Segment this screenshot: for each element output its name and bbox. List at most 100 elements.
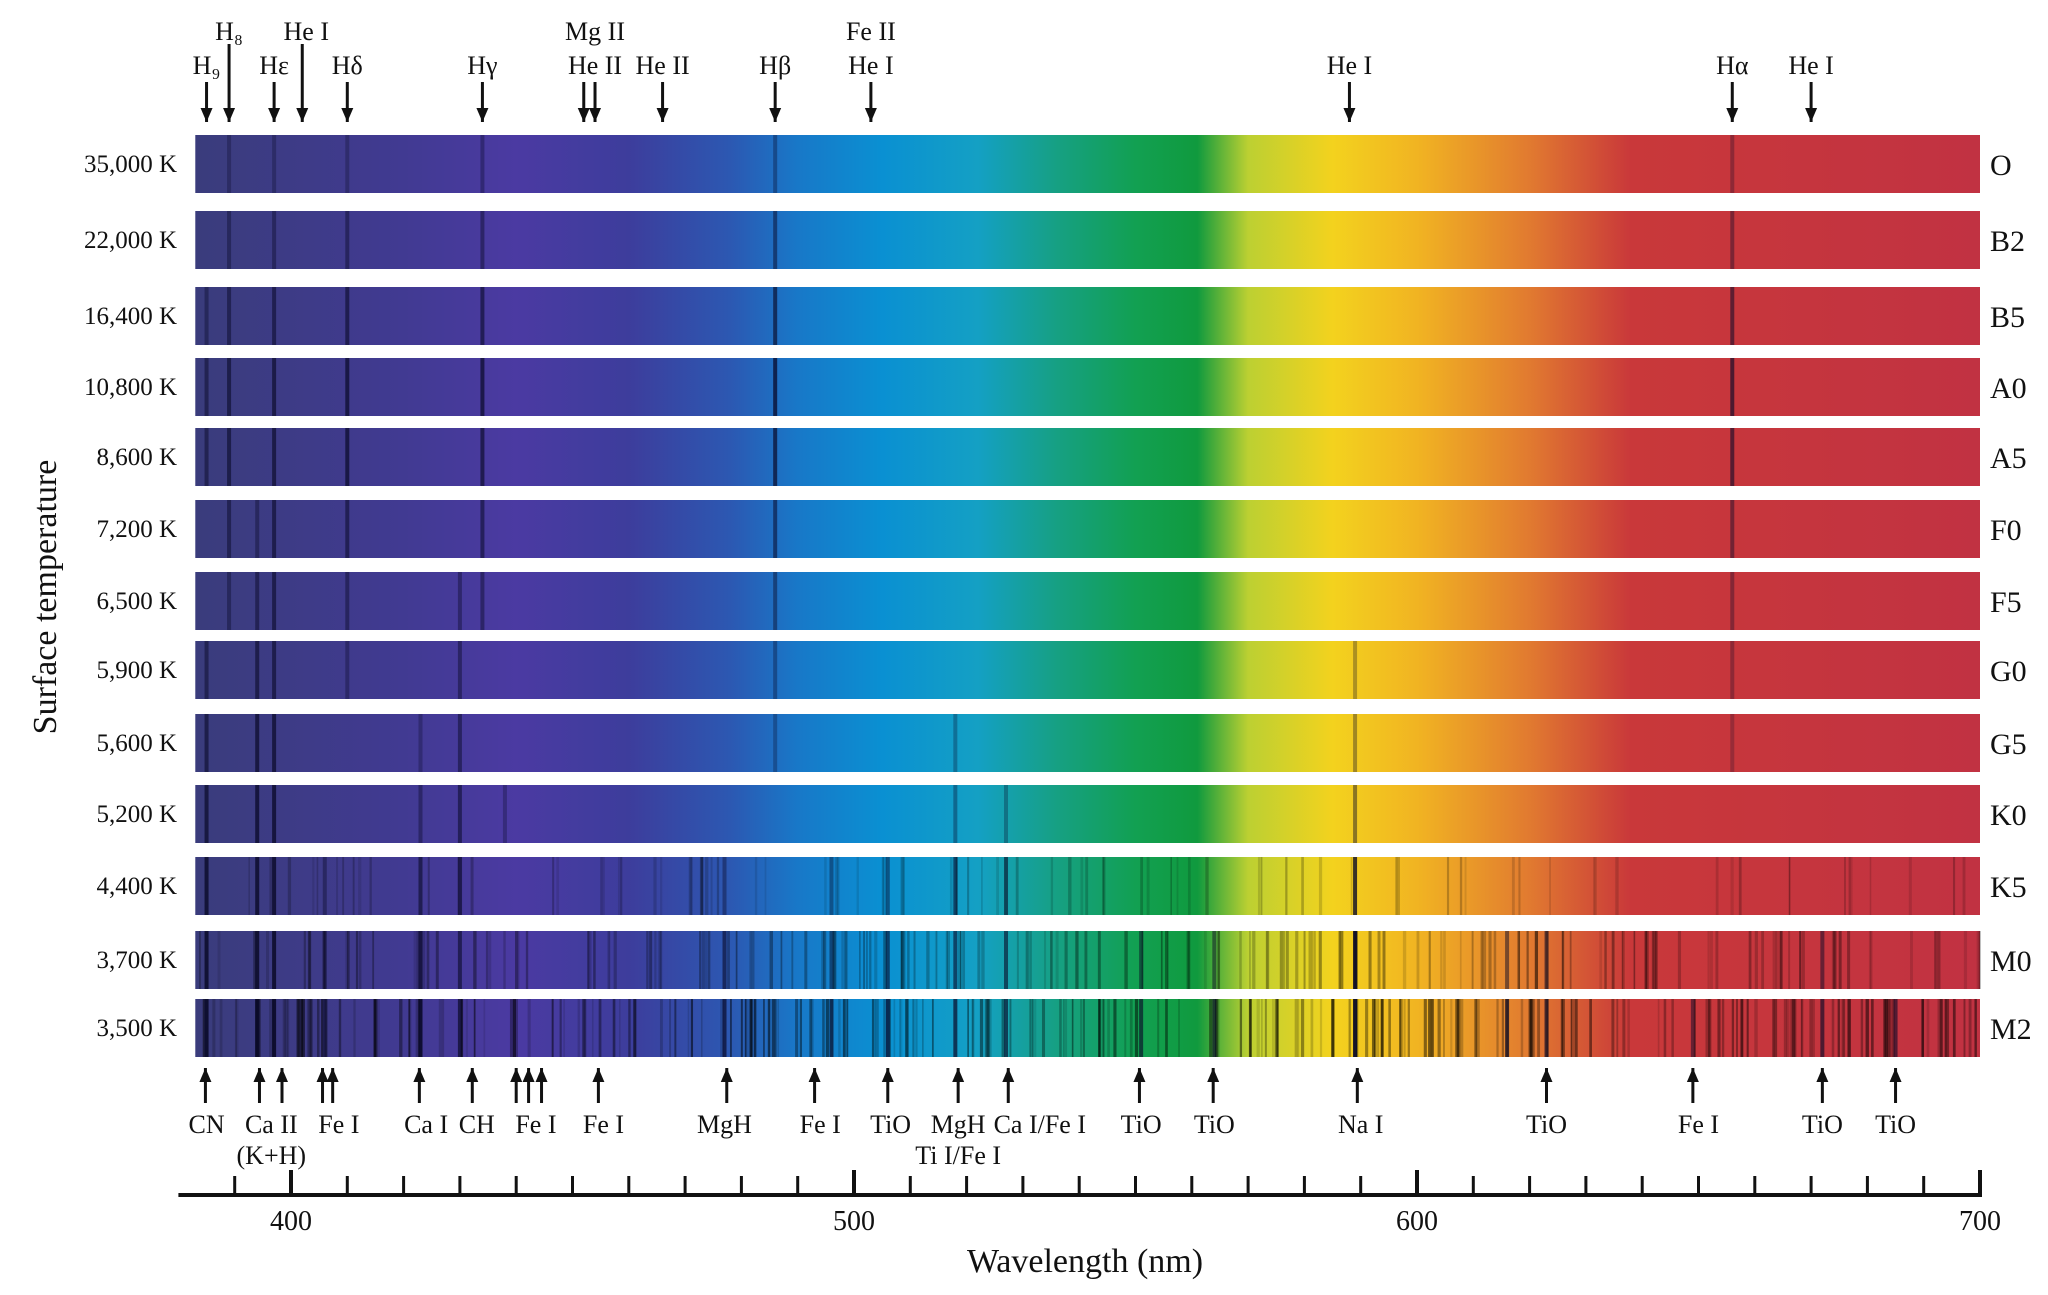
temperature-label: 8,600 K: [96, 444, 177, 471]
absorption-line: [1730, 358, 1734, 416]
absorption-line: [1761, 931, 1764, 989]
absorption-line: [1275, 999, 1278, 1057]
absorption-line: [1527, 931, 1529, 989]
absorption-line: [1458, 999, 1461, 1057]
absorption-line: [269, 999, 271, 1057]
absorption-line: [1847, 931, 1850, 989]
absorption-line: [1016, 857, 1019, 915]
absorption-line: [1730, 428, 1734, 486]
absorption-line: [829, 857, 833, 915]
absorption-line: [1377, 999, 1379, 1057]
spectrum-row-K5: 4,400 K K5: [96, 857, 2026, 915]
absorption-line: [1518, 857, 1520, 915]
spectral-class-label: B5: [1990, 301, 2025, 334]
absorption-line: [1063, 999, 1065, 1057]
absorption-line: [227, 358, 231, 416]
absorption-line: [1717, 999, 1720, 1057]
absorption-line: [1353, 931, 1357, 989]
absorption-line: [1249, 999, 1252, 1057]
absorption-line: [1349, 999, 1351, 1057]
down-arrow-icon-head: [341, 108, 353, 122]
absorption-line: [1217, 931, 1220, 989]
absorption-line: [369, 857, 371, 915]
absorption-line: [658, 931, 661, 989]
absorption-line: [1124, 931, 1127, 989]
absorption-line: [488, 931, 491, 989]
absorption-line: [723, 999, 727, 1057]
absorption-line: [1298, 999, 1300, 1057]
absorption-line: [272, 287, 276, 345]
absorption-line: [1285, 857, 1287, 915]
absorption-line: [1252, 931, 1255, 989]
spectrum-row-F5: 6,500 K F5: [96, 572, 2021, 630]
absorption-line: [323, 931, 327, 989]
absorption-line: [886, 999, 890, 1057]
absorption-line: [1272, 999, 1275, 1057]
absorption-line: [1331, 999, 1334, 1057]
absorption-line: [1029, 931, 1032, 989]
absorption-line: [199, 931, 201, 989]
absorption-line: [996, 857, 999, 915]
absorption-line: [705, 857, 708, 915]
absorption-line: [205, 287, 209, 345]
absorption-line: [857, 857, 859, 915]
absorption-line: [563, 999, 565, 1057]
line-label: He I: [1788, 51, 1833, 80]
absorption-line: [1887, 999, 1890, 1057]
absorption-line: [353, 999, 355, 1057]
up-arrow-icon-head: [1816, 1068, 1828, 1082]
line-label: TiO: [870, 1110, 911, 1139]
absorption-line: [409, 999, 412, 1057]
spectrum-row-O: 35,000 KO: [84, 135, 2012, 193]
absorption-line: [781, 931, 783, 989]
absorption-line: [205, 857, 209, 915]
up-arrow-icon-head: [1351, 1068, 1363, 1082]
absorption-line: [907, 931, 909, 989]
absorption-line: [1177, 857, 1179, 915]
absorption-line: [1429, 931, 1431, 989]
absorption-line: [1847, 999, 1850, 1057]
absorption-line: [953, 714, 957, 772]
absorption-line: [809, 999, 812, 1057]
up-arrow-icon-head: [1133, 1068, 1145, 1082]
spectral-class-label: K5: [1990, 871, 2027, 904]
spectrum-band: [195, 572, 1980, 630]
absorption-line: [1790, 999, 1793, 1057]
line-label: CH: [459, 1110, 495, 1139]
absorption-line: [883, 999, 885, 1057]
absorption-line: [336, 857, 338, 915]
up-arrow-icon-head: [1207, 1068, 1219, 1082]
absorption-line: [1212, 999, 1216, 1057]
absorption-line: [593, 931, 596, 989]
absorption-line: [321, 999, 323, 1057]
absorption-line: [1029, 999, 1031, 1057]
absorption-line: [1820, 931, 1824, 989]
absorption-line: [866, 931, 868, 989]
absorption-line: [205, 931, 209, 989]
absorption-line: [730, 999, 732, 1057]
line-label: TiO: [1194, 1110, 1235, 1139]
absorption-line: [822, 999, 825, 1057]
absorption-line: [339, 999, 341, 1057]
absorption-line: [1447, 857, 1449, 915]
absorption-line: [773, 211, 777, 269]
line-label: Fe I: [1678, 1110, 1719, 1139]
absorption-line: [1205, 857, 1208, 915]
spectrum-row-G0: 5,900 K G0: [96, 641, 2026, 699]
absorption-line: [1098, 931, 1101, 989]
absorption-line: [308, 931, 311, 989]
absorption-line: [1774, 999, 1777, 1057]
absorption-line: [1645, 931, 1647, 989]
absorption-line: [646, 931, 648, 989]
absorption-line: [560, 999, 562, 1057]
absorption-line: [1615, 857, 1618, 915]
absorption-line: [1793, 999, 1796, 1057]
absorption-line: [358, 857, 361, 915]
absorption-line: [1374, 999, 1377, 1057]
line-label: He I: [848, 51, 893, 80]
absorption-line: [1311, 999, 1314, 1057]
absorption-line: [1627, 999, 1629, 1057]
absorption-line: [900, 999, 902, 1057]
absorption-line: [287, 999, 289, 1057]
absorption-line: [266, 931, 269, 989]
